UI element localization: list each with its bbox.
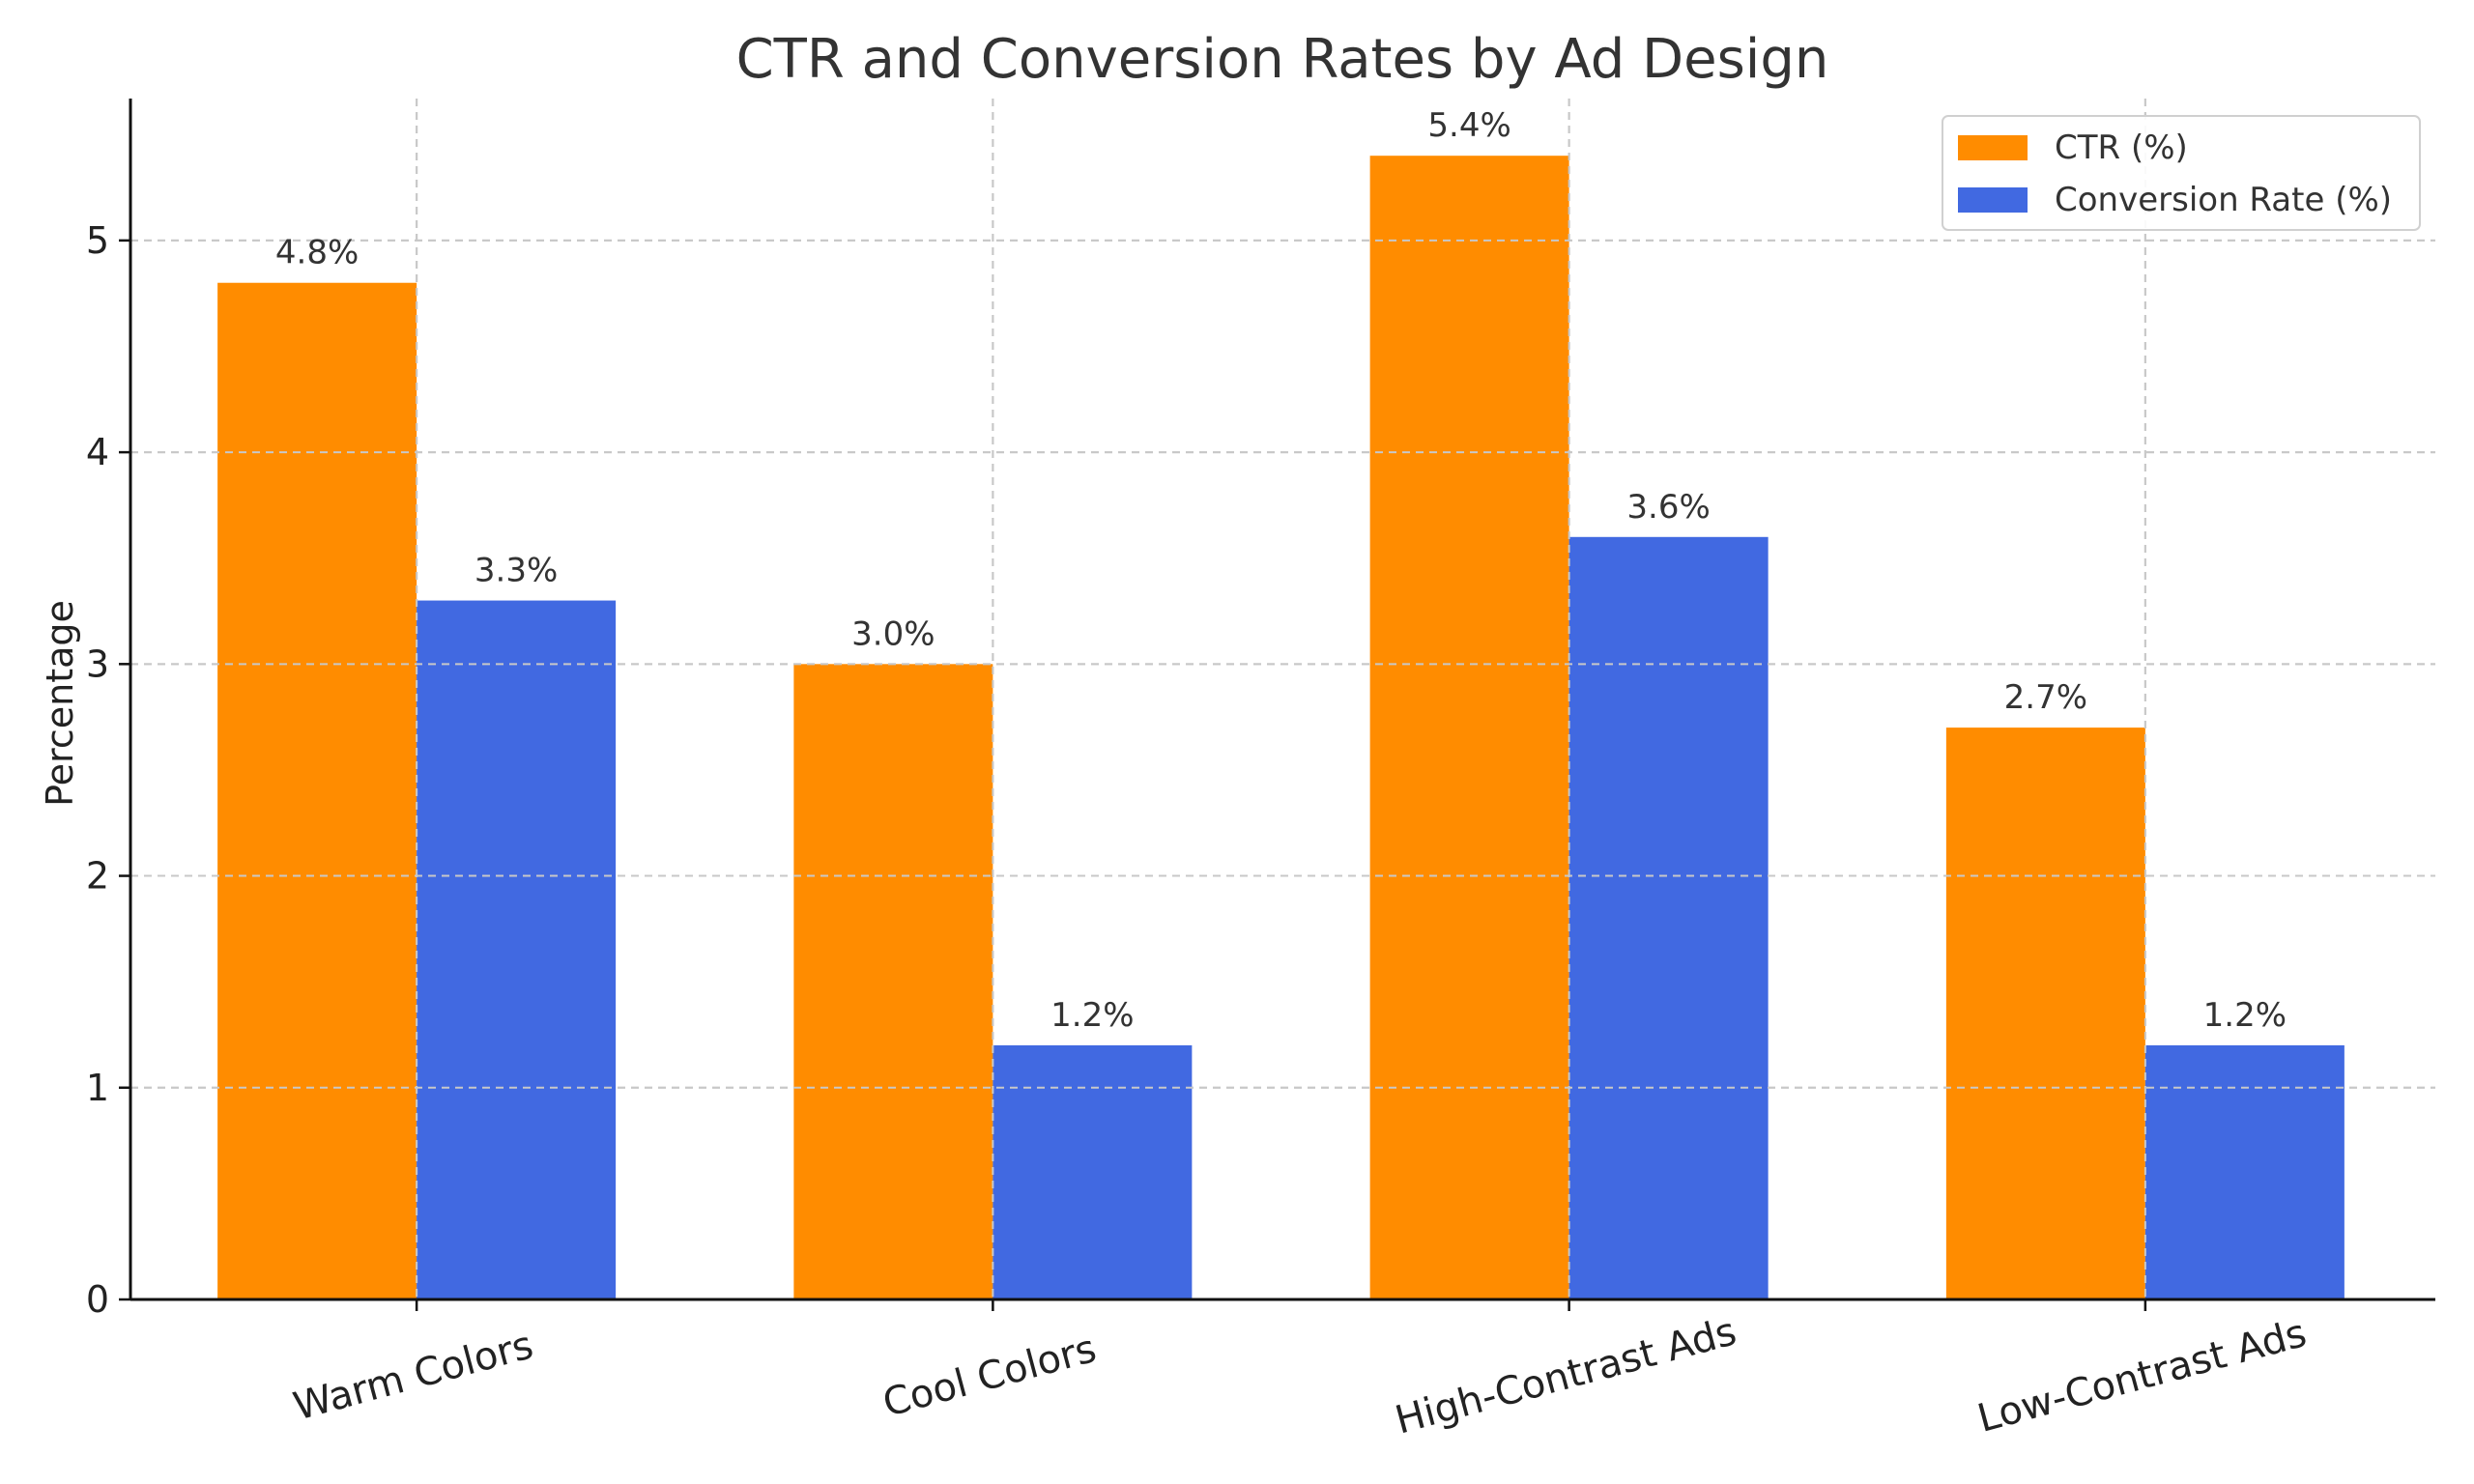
x-tick-label-1: Cool Colors <box>878 1327 1101 1426</box>
bar-conversion-0 <box>417 600 617 1299</box>
y-tick-label-4: 4 <box>86 431 109 473</box>
data-label-conversion-1: 1.2% <box>1050 996 1134 1035</box>
legend-label-ctr: CTR (%) <box>2055 128 2188 167</box>
bar-conversion-3 <box>2144 1044 2345 1299</box>
bar-ctr-3 <box>1945 728 2145 1299</box>
data-label-conversion-0: 3.3% <box>475 552 558 590</box>
y-tick-label-3: 3 <box>86 642 109 685</box>
legend-swatch-conversion <box>1958 187 2028 213</box>
data-label-conversion-3: 1.2% <box>2203 996 2287 1035</box>
labels-layer: 4.8% 3.0% 5.4% 2.7% 3.3% 1.2% 3.6% 1.2% <box>275 106 2287 1035</box>
x-tick-label-3: Low-Contrast Ads <box>1973 1311 2312 1441</box>
legend: CTR (%) Conversion Rate (%) <box>1942 115 2421 231</box>
bar-ctr-1 <box>793 664 993 1299</box>
bar-ctr-0 <box>217 282 417 1299</box>
bars-layer <box>130 99 2435 1300</box>
y-tick-label-5: 5 <box>86 219 109 262</box>
bar-ctr-2 <box>1369 156 1569 1300</box>
chart-title: CTR and Conversion Rates by Ad Design <box>736 28 1829 91</box>
y-axis-label: Percentage <box>39 600 81 807</box>
data-label-conversion-2: 3.6% <box>1626 488 1710 527</box>
bar-conversion-2 <box>1568 536 1769 1299</box>
data-label-ctr-1: 3.0% <box>851 614 935 653</box>
data-label-ctr-2: 5.4% <box>1427 106 1510 145</box>
x-tick-label-2: High-Contrast Ads <box>1391 1309 1740 1442</box>
data-label-ctr-0: 4.8% <box>275 234 359 272</box>
y-tick-label-2: 2 <box>86 855 109 898</box>
data-label-ctr-3: 2.7% <box>2004 678 2087 717</box>
legend-label-conversion: Conversion Rate (%) <box>2055 181 2392 219</box>
bar-conversion-1 <box>992 1044 1193 1299</box>
legend-box <box>1942 115 2421 231</box>
y-tick-label-0: 0 <box>86 1278 109 1321</box>
y-tick-label-1: 1 <box>86 1067 109 1109</box>
x-tick-label-0: Warm Colors <box>289 1323 537 1429</box>
legend-swatch-ctr <box>1958 135 2028 160</box>
